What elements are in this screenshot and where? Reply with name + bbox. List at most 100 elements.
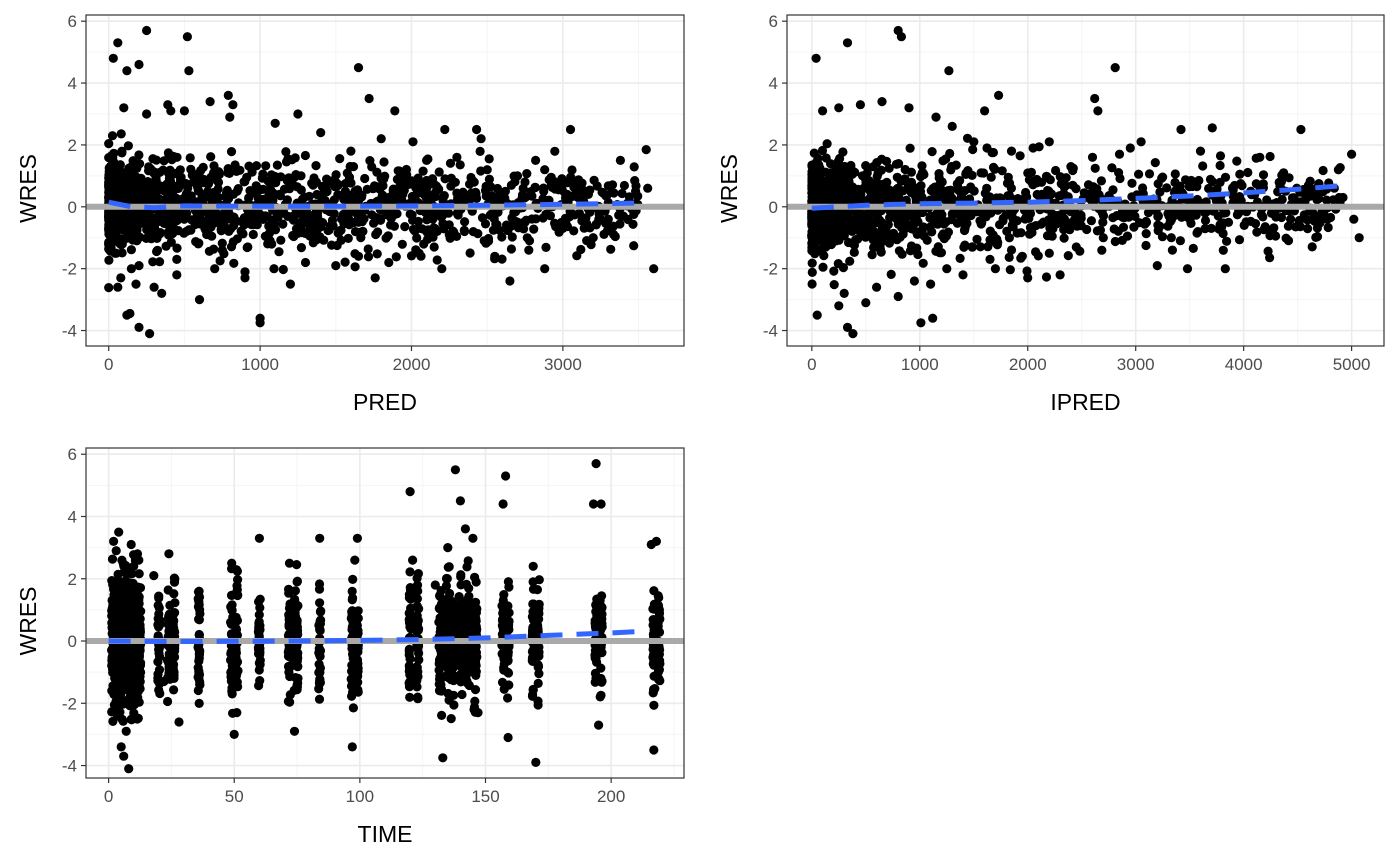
- data-point: [822, 222, 832, 232]
- data-point: [955, 253, 965, 263]
- data-point: [276, 207, 286, 217]
- data-point: [193, 185, 203, 195]
- data-point: [540, 165, 550, 175]
- data-point: [441, 573, 452, 584]
- data-point: [255, 603, 265, 613]
- data-point: [807, 258, 817, 268]
- data-point: [649, 700, 659, 710]
- data-point: [819, 251, 829, 261]
- data-point: [146, 164, 156, 174]
- data-point: [434, 655, 445, 665]
- data-point: [246, 219, 256, 230]
- data-point: [455, 603, 465, 613]
- data-point: [196, 165, 206, 176]
- data-point: [985, 254, 995, 264]
- data-point: [1045, 223, 1055, 233]
- data-point: [655, 645, 665, 655]
- data-point: [945, 148, 955, 159]
- data-point: [573, 192, 583, 203]
- data-point: [845, 256, 855, 266]
- data-point: [927, 147, 937, 157]
- data-point: [591, 653, 601, 663]
- data-point: [446, 615, 456, 625]
- y-tick-label: 0: [68, 198, 77, 217]
- data-point: [988, 147, 999, 158]
- data-point: [992, 234, 1002, 244]
- data-point: [391, 252, 401, 262]
- data-point: [994, 90, 1004, 100]
- data-point: [377, 191, 387, 201]
- data-point: [169, 623, 179, 633]
- data-point: [809, 169, 819, 179]
- data-point: [1218, 245, 1228, 255]
- y-axis-title: WRES: [716, 154, 742, 223]
- data-point: [1313, 213, 1323, 224]
- data-point: [1087, 152, 1098, 162]
- data-point: [522, 169, 532, 179]
- data-point: [596, 690, 606, 700]
- data-point: [434, 617, 444, 627]
- data-point: [966, 182, 976, 192]
- data-point: [1279, 168, 1289, 178]
- data-point: [170, 598, 180, 608]
- data-point: [161, 241, 171, 251]
- data-point: [350, 262, 360, 272]
- data-point: [848, 329, 858, 339]
- data-point: [107, 131, 118, 141]
- data-point: [163, 696, 173, 707]
- data-point: [115, 160, 125, 170]
- data-point: [520, 192, 530, 203]
- points: [107, 459, 665, 774]
- data-point: [206, 152, 216, 162]
- data-point: [831, 167, 842, 177]
- data-point: [470, 696, 480, 706]
- x-tick-label: 3000: [1117, 355, 1155, 374]
- data-point: [1054, 210, 1064, 220]
- data-point: [113, 237, 123, 247]
- data-point: [852, 185, 862, 196]
- data-point: [429, 242, 439, 252]
- data-point: [1192, 228, 1202, 238]
- data-point: [111, 248, 121, 258]
- data-point: [471, 653, 481, 663]
- data-point: [1144, 169, 1155, 179]
- data-point: [1286, 214, 1296, 224]
- data-point: [588, 233, 598, 243]
- data-point: [274, 247, 284, 257]
- data-point: [111, 222, 121, 232]
- data-point: [356, 233, 366, 243]
- data-point: [1096, 176, 1106, 186]
- data-point: [643, 183, 653, 193]
- data-point: [1228, 191, 1238, 201]
- data-point: [129, 192, 140, 202]
- data-point: [1318, 165, 1328, 176]
- data-point: [520, 177, 530, 187]
- x-tick-label: 2000: [1009, 355, 1047, 374]
- data-point: [867, 179, 877, 189]
- data-point: [194, 238, 204, 248]
- data-point: [582, 219, 592, 229]
- data-point: [108, 53, 118, 63]
- data-point: [437, 264, 447, 274]
- data-point: [1243, 167, 1253, 178]
- data-point: [158, 165, 168, 175]
- data-point: [315, 663, 325, 673]
- data-point: [347, 595, 357, 605]
- data-point: [1127, 178, 1137, 188]
- data-point: [1044, 186, 1054, 196]
- y-tick-label: 6: [769, 12, 778, 31]
- data-point: [844, 181, 854, 191]
- data-point: [412, 618, 423, 628]
- data-point: [142, 25, 152, 36]
- data-point: [876, 190, 886, 200]
- data-point: [1258, 179, 1268, 189]
- data-point: [952, 218, 963, 228]
- data-point: [412, 601, 422, 611]
- data-point: [254, 621, 264, 631]
- data-point: [371, 229, 381, 240]
- data-point: [1169, 211, 1179, 221]
- data-point: [404, 661, 414, 671]
- data-point: [257, 173, 267, 183]
- data-point: [538, 213, 548, 223]
